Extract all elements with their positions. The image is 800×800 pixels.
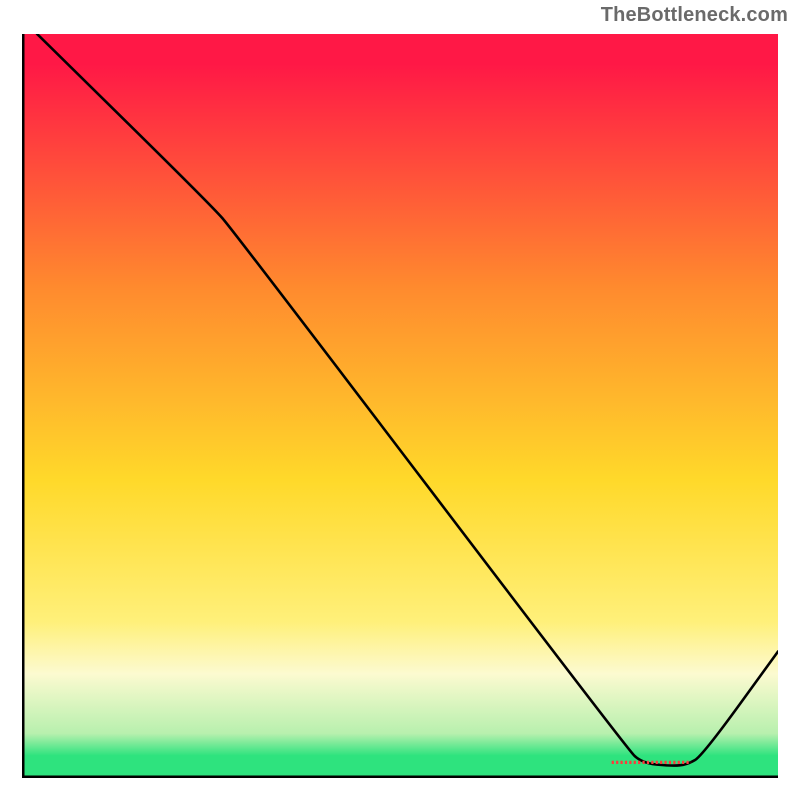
axes — [22, 34, 778, 778]
watermark-text: TheBottleneck.com — [601, 4, 788, 27]
plot-area — [22, 34, 778, 778]
